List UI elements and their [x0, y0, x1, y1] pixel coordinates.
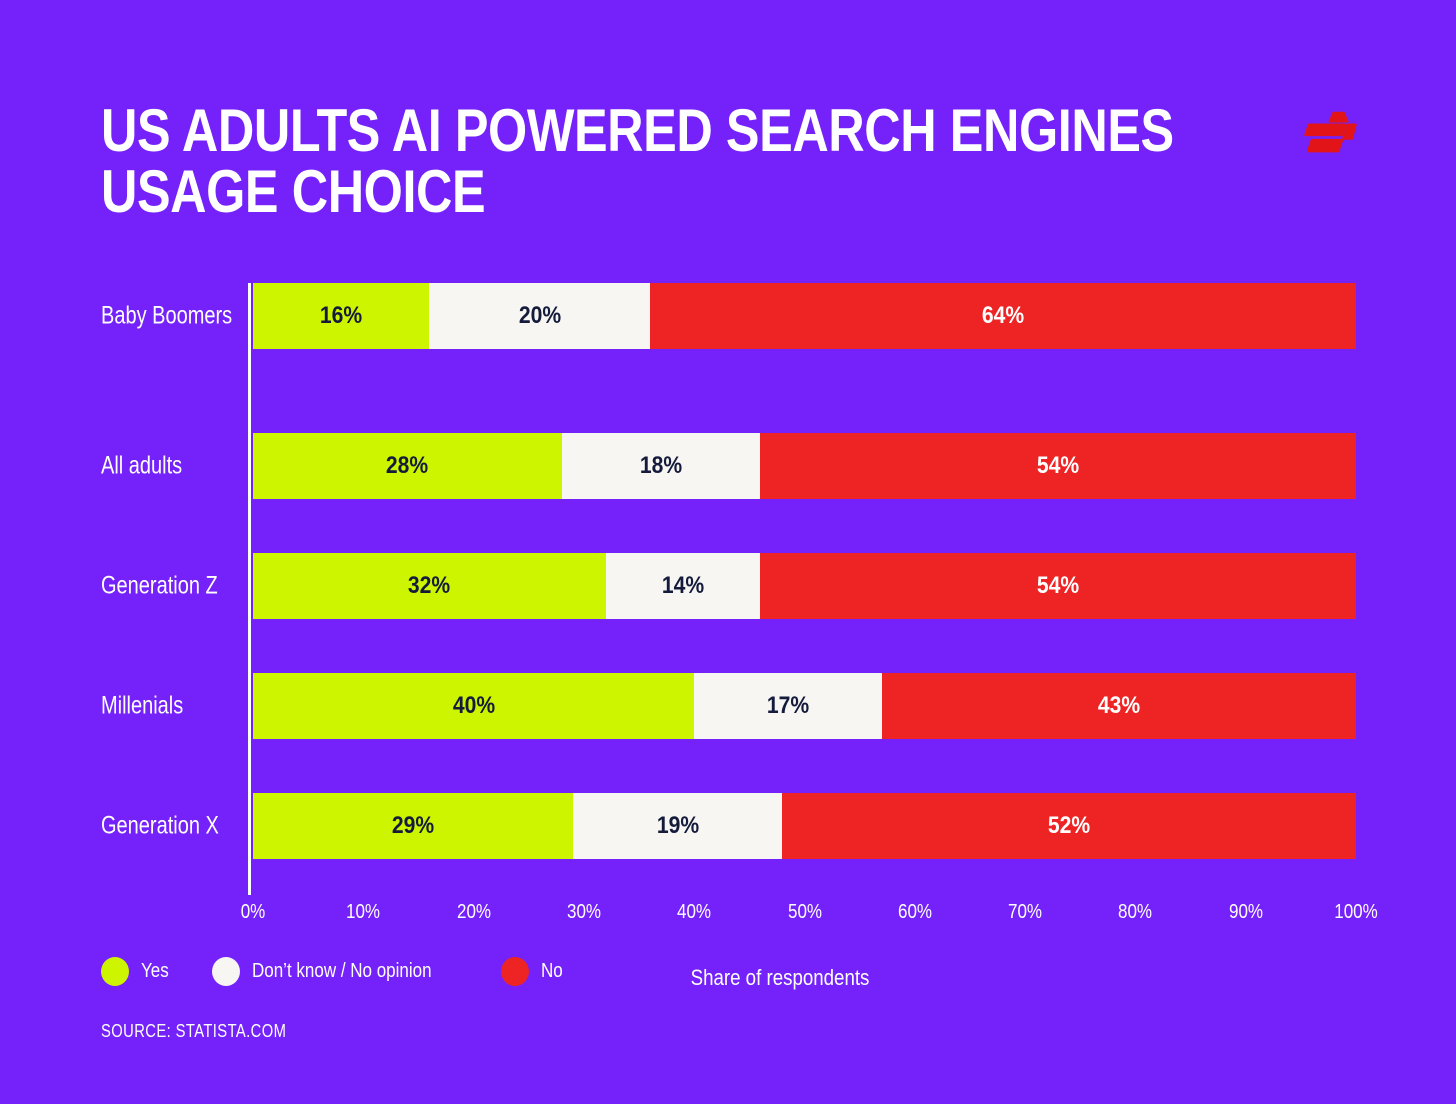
stacked-bar: 32% 14% 54% — [253, 553, 1356, 619]
x-tick: 70% — [1008, 901, 1043, 923]
legend-swatch-no — [500, 957, 529, 986]
x-tick: 10% — [346, 901, 381, 923]
stacked-bar: 29% 19% 52% — [253, 793, 1356, 859]
category-label: Millenials — [101, 691, 184, 720]
segment-value-label: 29% — [391, 812, 435, 839]
stacked-bar: 28% 18% 54% — [253, 433, 1356, 499]
category-label: Baby Boomers — [101, 301, 233, 330]
page-title: US Adults AI powered search engines usag… — [101, 97, 1174, 226]
bar-segment-no: 43% — [881, 673, 1356, 739]
x-axis-title: Share of respondents — [690, 965, 870, 990]
legend-swatch-dont-know — [211, 957, 240, 986]
bar-row-millenials: Millenials 40% 17% 43% — [0, 673, 1456, 739]
segment-value-label: 43% — [1097, 692, 1140, 719]
segment-value-label: 19% — [656, 812, 699, 839]
category-label: All adults — [101, 451, 183, 480]
x-tick: 30% — [566, 901, 601, 923]
segment-value-label: 52% — [1048, 812, 1091, 839]
bar-segment-no: 52% — [782, 793, 1356, 859]
bar-segment-no: 54% — [760, 433, 1356, 499]
legend-label: No — [540, 960, 563, 982]
segment-value-label: 64% — [981, 302, 1025, 329]
legend-item-no: No — [500, 957, 567, 986]
segment-value-label: 32% — [408, 572, 451, 599]
bar-segment-dont-know: 19% — [572, 793, 783, 859]
bar-segment-dont-know: 20% — [429, 283, 651, 349]
segment-value-label: 16% — [320, 302, 363, 329]
legend-label: Yes — [141, 960, 169, 982]
brand-logo — [1302, 108, 1358, 163]
segment-value-label: 54% — [1037, 452, 1080, 479]
x-tick: 100% — [1334, 901, 1378, 923]
legend-label: Don’t know / No opinion — [251, 960, 432, 982]
segment-value-label: 40% — [452, 692, 495, 719]
segment-value-label: 28% — [386, 452, 429, 479]
x-tick: 40% — [677, 901, 712, 923]
bar-row-all-adults: All adults 28% 18% 54% — [0, 433, 1456, 499]
x-tick: 0% — [240, 901, 266, 923]
bar-segment-yes: 28% — [253, 433, 562, 499]
x-tick: 50% — [787, 901, 822, 923]
bar-segment-no: 64% — [650, 283, 1356, 349]
segment-value-label: 17% — [766, 692, 810, 719]
bar-segment-dont-know: 14% — [605, 553, 761, 619]
segment-value-label: 20% — [518, 302, 561, 329]
stripe-s-logo-icon — [1304, 111, 1357, 153]
segment-value-label: 54% — [1037, 572, 1080, 599]
bottom-edge-line — [0, 1104, 1456, 1106]
x-tick: 20% — [456, 901, 491, 923]
bar-segment-yes: 29% — [253, 793, 573, 859]
stacked-bar-chart: All adults 28% 18% 54% Generation Z 32% … — [0, 283, 1456, 933]
bar-segment-no: 54% — [760, 553, 1356, 619]
bar-segment-yes: 40% — [253, 673, 695, 739]
bar-row-baby-boomers: Baby Boomers 16% 20% 64% — [0, 283, 1456, 349]
bar-row-generation-x: Generation X 29% 19% 52% — [0, 793, 1456, 859]
legend: Yes Don’t know / No opinion No — [101, 957, 566, 986]
x-tick: 60% — [897, 901, 932, 923]
category-label: Generation X — [101, 811, 219, 840]
legend-item-yes: Yes — [101, 957, 174, 986]
x-tick: 90% — [1228, 901, 1263, 923]
legend-swatch-yes — [101, 957, 129, 986]
segment-value-label: 18% — [639, 452, 683, 479]
segment-value-label: 14% — [662, 572, 705, 599]
stacked-bar: 40% 17% 43% — [253, 673, 1356, 739]
bar-segment-dont-know: 18% — [561, 433, 761, 499]
bar-segment-yes: 16% — [253, 283, 430, 349]
y-axis-line — [248, 283, 251, 895]
source-credit: Source: statista.com — [101, 1021, 287, 1041]
x-axis-ticks: 0% 10% 20% 30% 40% 50% 60% 70% 80% 90% 1… — [241, 901, 1378, 929]
x-tick: 80% — [1118, 901, 1153, 923]
bar-segment-dont-know: 17% — [694, 673, 882, 739]
stacked-bar: 16% 20% 64% — [253, 283, 1356, 349]
category-label: Generation Z — [101, 571, 218, 600]
legend-item-dont-know: Don’t know / No opinion — [211, 957, 463, 986]
bar-segment-yes: 32% — [253, 553, 606, 619]
bar-row-generation-z: Generation Z 32% 14% 54% — [0, 553, 1456, 619]
